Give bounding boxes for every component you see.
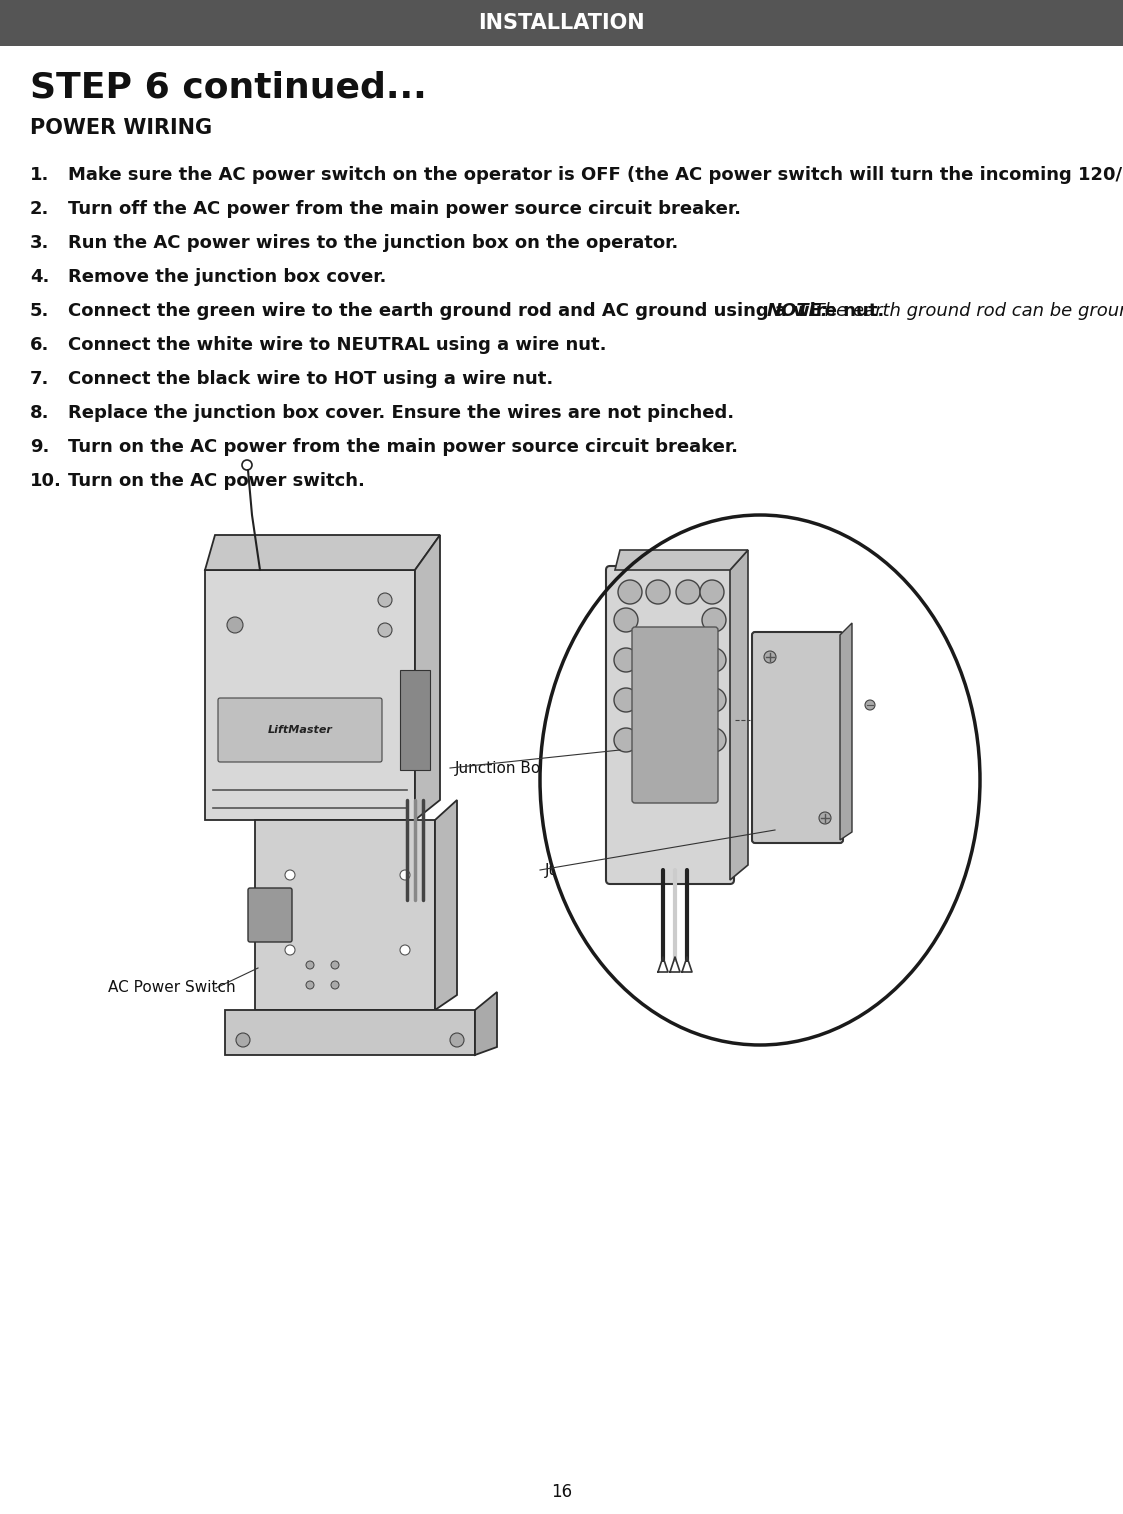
Polygon shape [840, 622, 852, 840]
Circle shape [378, 593, 392, 607]
Text: 6.: 6. [30, 336, 49, 354]
Bar [0, 0, 1123, 45]
Circle shape [614, 687, 638, 712]
Circle shape [702, 728, 725, 752]
Circle shape [227, 618, 243, 633]
Text: Run the AC power wires to the junction box on the operator.: Run the AC power wires to the junction b… [69, 235, 678, 251]
Polygon shape [475, 992, 497, 1055]
Text: 4.: 4. [30, 268, 49, 286]
Circle shape [764, 651, 776, 663]
Circle shape [819, 812, 831, 824]
Text: Make sure the AC power switch on the operator is OFF (the AC power switch will t: Make sure the AC power switch on the ope… [69, 167, 1123, 185]
Circle shape [400, 945, 410, 955]
Polygon shape [615, 550, 748, 569]
Text: 5.: 5. [30, 301, 49, 319]
Polygon shape [416, 534, 440, 821]
Circle shape [614, 648, 638, 672]
Ellipse shape [540, 515, 980, 1045]
FancyBboxPatch shape [206, 569, 416, 821]
Text: INSTALLATION: INSTALLATION [478, 14, 645, 33]
Text: STEP 6 continued...: STEP 6 continued... [30, 71, 427, 104]
Circle shape [700, 580, 724, 604]
Text: Junction Box: Junction Box [455, 760, 550, 775]
Text: Remove the junction box cover.: Remove the junction box cover. [69, 268, 386, 286]
Text: LiftMaster: LiftMaster [267, 725, 332, 734]
Bar [225, 1010, 475, 1055]
Circle shape [236, 1033, 250, 1048]
Circle shape [676, 580, 700, 604]
Bar [400, 671, 430, 771]
Circle shape [331, 981, 339, 989]
Text: Replace the junction box cover. Ensure the wires are not pinched.: Replace the junction box cover. Ensure t… [69, 404, 734, 422]
Text: 10.: 10. [30, 472, 62, 491]
Circle shape [646, 580, 670, 604]
Text: Turn on the AC power from the main power source circuit breaker.: Turn on the AC power from the main power… [69, 438, 738, 456]
Bar [255, 821, 435, 1010]
Text: Connect the black wire to HOT using a wire nut.: Connect the black wire to HOT using a wi… [69, 369, 554, 388]
Text: 16: 16 [551, 1484, 572, 1500]
Polygon shape [206, 534, 440, 569]
Text: 7.: 7. [30, 369, 49, 388]
Text: Turn off the AC power from the main power source circuit breaker.: Turn off the AC power from the main powe… [69, 200, 741, 218]
Text: 9.: 9. [30, 438, 49, 456]
Circle shape [702, 687, 725, 712]
Circle shape [702, 609, 725, 631]
Circle shape [618, 580, 642, 604]
Circle shape [865, 699, 875, 710]
Text: Junction Box Cover: Junction Box Cover [545, 863, 690, 878]
FancyBboxPatch shape [752, 631, 843, 843]
Circle shape [400, 871, 410, 880]
Text: The earth ground rod can be grounded to the chassis.: The earth ground rod can be grounded to … [809, 301, 1123, 319]
Circle shape [702, 648, 725, 672]
Circle shape [285, 871, 295, 880]
Text: POWER WIRING: POWER WIRING [30, 118, 212, 138]
Text: 1.: 1. [30, 167, 49, 185]
Circle shape [378, 622, 392, 637]
Circle shape [305, 961, 314, 969]
Circle shape [450, 1033, 464, 1048]
Circle shape [331, 961, 339, 969]
Circle shape [305, 981, 314, 989]
Text: 2.: 2. [30, 200, 49, 218]
Text: 3.: 3. [30, 235, 49, 251]
Circle shape [285, 945, 295, 955]
Circle shape [614, 609, 638, 631]
FancyBboxPatch shape [632, 627, 718, 802]
FancyBboxPatch shape [218, 698, 382, 762]
FancyBboxPatch shape [606, 566, 734, 884]
Text: Connect the white wire to NEUTRAL using a wire nut.: Connect the white wire to NEUTRAL using … [69, 336, 606, 354]
Polygon shape [730, 550, 748, 880]
FancyBboxPatch shape [248, 889, 292, 942]
Text: AC Power Switch: AC Power Switch [108, 981, 236, 996]
Text: Turn on the AC power switch.: Turn on the AC power switch. [69, 472, 365, 491]
Polygon shape [435, 799, 457, 1010]
Text: Connect the green wire to the earth ground rod and AC ground using a wire nut.: Connect the green wire to the earth grou… [69, 301, 891, 319]
Text: NOTE:: NOTE: [766, 301, 829, 319]
Text: 8.: 8. [30, 404, 49, 422]
Circle shape [614, 728, 638, 752]
